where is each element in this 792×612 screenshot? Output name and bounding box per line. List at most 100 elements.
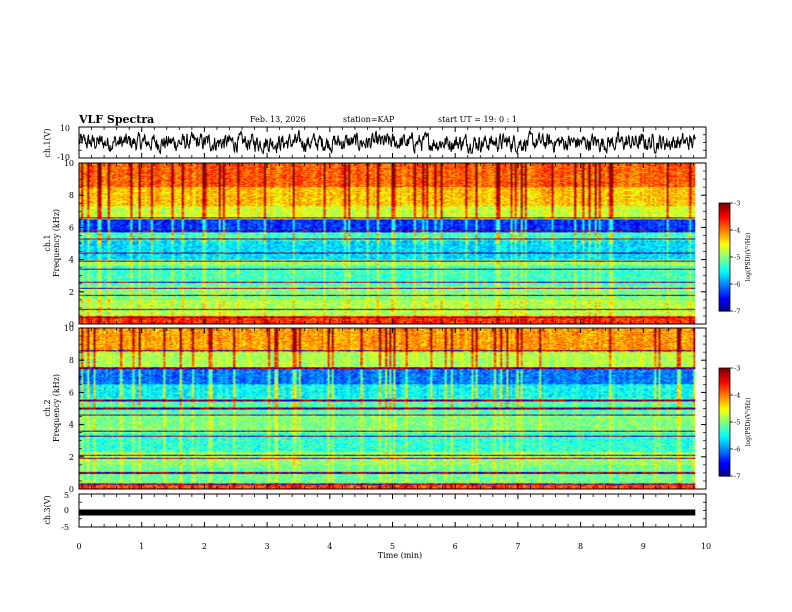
colorbar-segment [719, 303, 730, 307]
colorbar-label: log(PSD)(V²/Hz) [745, 398, 752, 447]
freq-tick-label: 8 [69, 191, 74, 200]
colorbar-segment [719, 257, 730, 260]
colorbar-tick-label: -3 [734, 200, 740, 208]
colorbar-tick-label: -5 [734, 419, 740, 427]
x-tick-label: 3 [265, 542, 270, 551]
figure-title: VLF Spectra [78, 113, 154, 126]
colorbar-segment [719, 249, 730, 253]
colorbar-segment [719, 266, 730, 269]
colorbar-segment [719, 414, 730, 418]
waveform-ch1-series [78, 129, 696, 155]
colorbar-segment [719, 275, 730, 278]
colorbar-tick-label: -4 [734, 392, 740, 400]
colorbar-segment [719, 461, 730, 464]
colorbar-segment [719, 285, 730, 289]
colorbar-tick-label: -6 [734, 446, 740, 454]
colorbar-segment [719, 300, 730, 303]
colorbar-tick-label: -7 [734, 473, 740, 481]
colorbar-segment [719, 452, 730, 455]
colorbar-segment [719, 395, 730, 398]
colorbar-segment [719, 309, 730, 312]
colorbar-segment [719, 226, 730, 229]
colorbar-segment [719, 260, 730, 263]
ch1-ytick-top: 10 [60, 124, 70, 133]
start-ut-label: start UT = 19: 0 : 1 [438, 115, 517, 124]
colorbar-segment [719, 438, 730, 441]
colorbar-segment [719, 463, 730, 466]
colorbar-segment [719, 206, 730, 209]
colorbar-segment [719, 400, 730, 403]
colorbar-segment [719, 271, 730, 274]
spectrogram-ch1-image [79, 163, 696, 324]
colorbar-ch2: -3 -4 -5 -6 -7 log(PSD)(V²/Hz) [718, 365, 752, 481]
ch3-ytick-top: 5 [64, 491, 69, 500]
colorbar-segment [719, 441, 730, 445]
freq-tick-label: 0 [69, 485, 74, 494]
colorbar-segment [719, 273, 730, 276]
colorbar-segment [719, 378, 730, 382]
x-tick-label: 2 [202, 542, 207, 551]
colorbar-segment [719, 404, 730, 407]
freq-tick-label: 10 [64, 324, 74, 333]
colorbar-segment [719, 219, 730, 222]
colorbar-segment [719, 368, 730, 371]
colorbar-segment [719, 418, 730, 421]
colorbar-segment [719, 262, 730, 265]
colorbar-segment [719, 436, 730, 439]
colorbar-segment [719, 454, 730, 457]
colorbar-segment [719, 474, 730, 477]
colorbar-segment [719, 248, 730, 251]
ch1-ytick-bottom: -10 [57, 153, 70, 162]
colorbar-segment [719, 402, 730, 405]
colorbar-ch1: -3 -4 -5 -6 -7 log(PSD)(V²/Hz) [718, 200, 752, 316]
colorbar-segment [719, 258, 730, 262]
freq-tick-label: 0 [69, 320, 74, 329]
colorbar-segment [719, 239, 730, 242]
colorbar-segment [719, 431, 730, 434]
colorbar-segment [719, 293, 730, 296]
colorbar-segment [719, 217, 730, 220]
colorbar-segment [719, 278, 730, 281]
colorbar-segment [719, 377, 730, 380]
colorbar-segment [719, 244, 730, 247]
colorbar-segment [719, 235, 730, 238]
colorbar-segment [719, 251, 730, 254]
colorbar-segment [719, 369, 730, 373]
colorbar-segment [719, 287, 730, 290]
ch3-ylabel: ch.3(V) [43, 495, 52, 524]
colorbar-segment [719, 231, 730, 235]
colorbar-segment [719, 305, 730, 308]
colorbar-segment [719, 422, 730, 425]
colorbar-segment [719, 416, 730, 419]
freq-tick-label: 6 [69, 223, 74, 232]
x-tick-label: 9 [641, 542, 646, 551]
colorbar-segment [719, 267, 730, 271]
colorbar-segment [719, 242, 730, 245]
colorbar-segment [719, 246, 730, 249]
colorbar-segment [719, 427, 730, 430]
colorbar-segment [719, 447, 730, 450]
colorbar-segment [719, 208, 730, 211]
colorbar-segment [719, 434, 730, 437]
spec2-ylabel-ch: ch.2 [43, 399, 52, 416]
colorbar-segment [719, 224, 730, 227]
colorbar-segment [719, 423, 730, 427]
colorbar-segment [719, 264, 730, 267]
colorbar-segment [719, 396, 730, 400]
waveform-ch3-panel: 5 0 -5 ch.3(V) [43, 491, 707, 532]
colorbar-segment [719, 212, 730, 215]
colorbar-segment [719, 398, 730, 401]
colorbar-segment [719, 210, 730, 213]
waveform-ch1-panel: 10 -10 ch.1(V) [43, 124, 707, 162]
colorbar-segment [719, 230, 730, 233]
colorbar-segment [719, 280, 730, 283]
colorbar-segment [719, 221, 730, 224]
x-tick-label: 8 [578, 542, 583, 551]
colorbar-segment [719, 382, 730, 385]
colorbar-segment [719, 276, 730, 280]
colorbar-segment [719, 405, 730, 409]
spectrogram-ch1-panel: 0 2 4 6 8 10 ch.1 Frequency (kHz) [43, 159, 707, 329]
date-label: Feb. 13, 2026 [250, 115, 306, 124]
spectrogram-ch2-panel: 0 2 4 6 8 10 ch.2 Frequency (kHz) [43, 324, 707, 494]
colorbar-segment [719, 407, 730, 410]
